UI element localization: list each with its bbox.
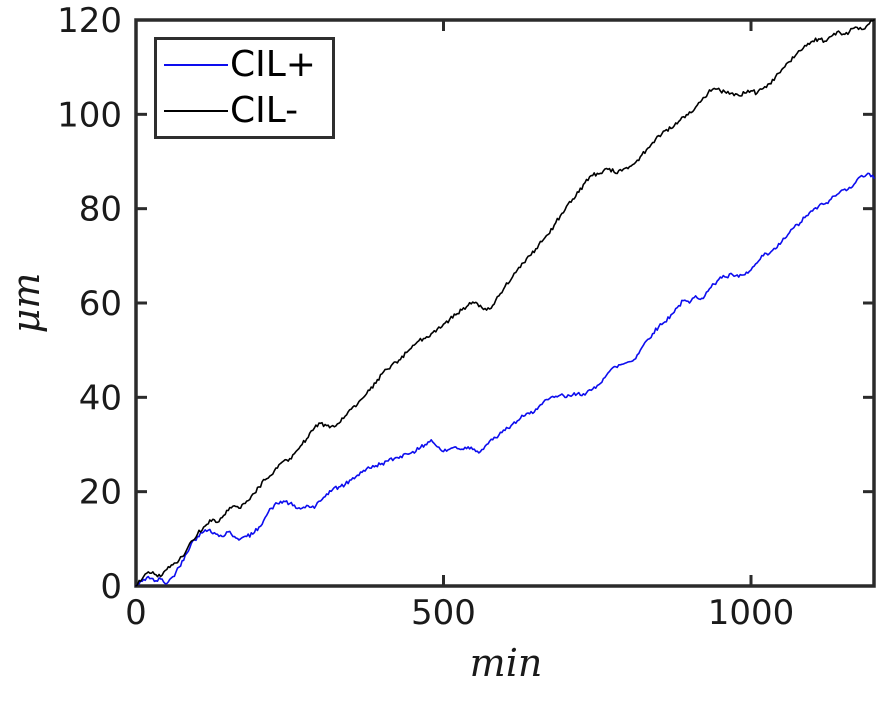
y-tick-label: 60 [79,284,122,324]
x-axis-label: min [469,641,543,685]
legend-item-cil-minus: CIL- [164,89,332,133]
y-axis-label: μm [4,272,48,334]
series-line-cil-minusplus [135,172,875,587]
y-tick-label: 0 [100,567,122,607]
legend-item-cil-plus: CIL+ [164,43,332,87]
legend-label-cil-minus: CIL- [230,90,299,132]
y-tick-label: 100 [57,95,122,135]
legend-label-cil-plus: CIL+ [230,43,316,85]
series-line-cil-minus [135,19,875,587]
x-tick-label: 0 [125,593,147,633]
x-tick-label: 1000 [708,593,795,633]
legend: CIL+ CIL- [154,37,335,139]
legend-line-sample-cil-minus [164,110,228,113]
x-tick-label: 500 [411,593,476,633]
y-tick-label: 120 [57,1,122,41]
y-tick-label: 80 [79,190,122,230]
y-tick-label: 40 [79,378,122,418]
y-tick-label: 20 [79,473,122,513]
legend-line-sample-cil-plus [164,63,228,66]
